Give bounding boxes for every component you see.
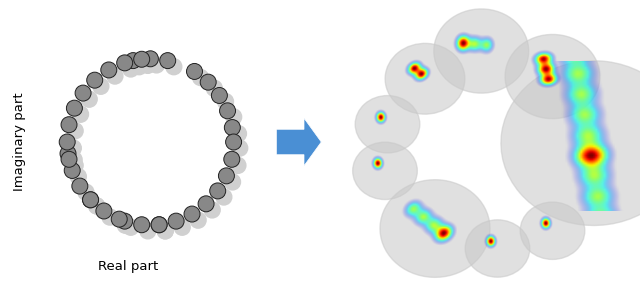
Circle shape bbox=[225, 120, 241, 135]
Circle shape bbox=[61, 151, 77, 167]
Circle shape bbox=[232, 140, 248, 156]
Circle shape bbox=[190, 212, 206, 228]
Circle shape bbox=[134, 51, 150, 67]
Circle shape bbox=[93, 78, 109, 94]
Text: Imaginary part: Imaginary part bbox=[13, 93, 26, 191]
Circle shape bbox=[148, 57, 164, 73]
Circle shape bbox=[123, 219, 139, 235]
Circle shape bbox=[81, 91, 97, 107]
Circle shape bbox=[83, 192, 99, 208]
Ellipse shape bbox=[501, 61, 640, 225]
Circle shape bbox=[123, 61, 139, 77]
Circle shape bbox=[193, 70, 209, 85]
Circle shape bbox=[87, 72, 102, 88]
Circle shape bbox=[204, 202, 220, 218]
Circle shape bbox=[89, 198, 104, 214]
Circle shape bbox=[111, 211, 127, 227]
Circle shape bbox=[131, 59, 147, 75]
Circle shape bbox=[75, 85, 91, 101]
Circle shape bbox=[210, 183, 226, 199]
Ellipse shape bbox=[465, 220, 530, 277]
Circle shape bbox=[66, 152, 82, 168]
Text: Real part: Real part bbox=[97, 260, 158, 273]
Circle shape bbox=[117, 217, 133, 233]
Circle shape bbox=[64, 162, 80, 178]
Circle shape bbox=[67, 157, 83, 174]
Circle shape bbox=[166, 59, 182, 75]
Circle shape bbox=[78, 184, 94, 200]
Circle shape bbox=[116, 213, 132, 229]
Circle shape bbox=[186, 63, 202, 80]
Circle shape bbox=[125, 53, 141, 69]
Ellipse shape bbox=[353, 142, 417, 200]
Circle shape bbox=[168, 213, 184, 229]
Circle shape bbox=[140, 223, 156, 239]
Circle shape bbox=[89, 198, 104, 214]
Circle shape bbox=[107, 68, 123, 84]
Circle shape bbox=[83, 192, 99, 208]
Circle shape bbox=[218, 94, 234, 110]
Circle shape bbox=[218, 168, 234, 184]
Ellipse shape bbox=[355, 96, 420, 153]
Circle shape bbox=[70, 169, 86, 185]
FancyArrow shape bbox=[276, 118, 321, 166]
Ellipse shape bbox=[380, 180, 490, 277]
Circle shape bbox=[60, 146, 76, 162]
Circle shape bbox=[157, 223, 173, 239]
Ellipse shape bbox=[520, 202, 585, 259]
Circle shape bbox=[67, 123, 83, 139]
Circle shape bbox=[134, 217, 150, 233]
Circle shape bbox=[61, 117, 77, 133]
Ellipse shape bbox=[505, 34, 600, 119]
Circle shape bbox=[226, 134, 241, 150]
Circle shape bbox=[140, 57, 156, 73]
Circle shape bbox=[200, 74, 216, 90]
Circle shape bbox=[67, 100, 83, 116]
Circle shape bbox=[65, 140, 81, 156]
Circle shape bbox=[102, 209, 118, 225]
Ellipse shape bbox=[385, 43, 465, 114]
Circle shape bbox=[230, 157, 246, 174]
Circle shape bbox=[151, 217, 167, 233]
Circle shape bbox=[96, 203, 112, 219]
Circle shape bbox=[220, 103, 236, 119]
Circle shape bbox=[60, 134, 75, 150]
Circle shape bbox=[160, 53, 176, 69]
Ellipse shape bbox=[434, 9, 529, 93]
Circle shape bbox=[225, 174, 241, 190]
Circle shape bbox=[151, 217, 167, 233]
Circle shape bbox=[184, 206, 200, 222]
Circle shape bbox=[206, 80, 222, 96]
Circle shape bbox=[226, 109, 242, 125]
Circle shape bbox=[216, 189, 232, 205]
Circle shape bbox=[116, 55, 132, 71]
Circle shape bbox=[211, 87, 227, 103]
Circle shape bbox=[230, 126, 246, 142]
Circle shape bbox=[224, 151, 240, 167]
Circle shape bbox=[174, 219, 190, 235]
Circle shape bbox=[101, 62, 116, 78]
Circle shape bbox=[143, 51, 158, 67]
Circle shape bbox=[157, 223, 173, 239]
Circle shape bbox=[198, 196, 214, 212]
Circle shape bbox=[72, 178, 88, 194]
Circle shape bbox=[72, 106, 88, 122]
